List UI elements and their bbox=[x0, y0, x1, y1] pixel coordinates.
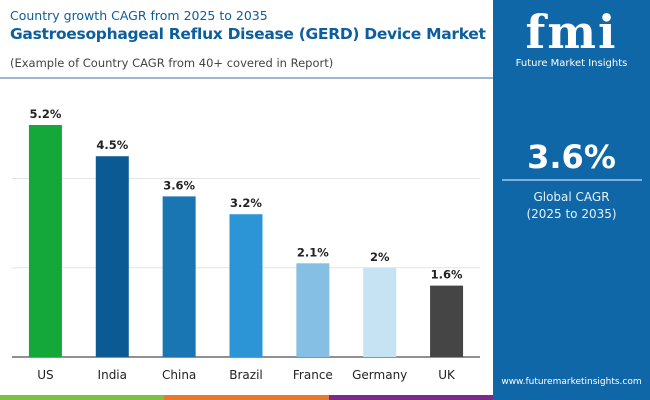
data-label: 1.6% bbox=[431, 268, 463, 282]
stripe-segment bbox=[328, 395, 493, 400]
x-tick-label: Brazil bbox=[229, 368, 263, 382]
global-cagr-label: Global CAGR (2025 to 2035) bbox=[493, 189, 650, 223]
data-label: 2% bbox=[370, 250, 390, 264]
stripe-segment bbox=[164, 395, 329, 400]
bar-chart: 5.2% US 4.5% India 3.6% China 3.2% Brazil 2.1% Fr… bbox=[12, 107, 480, 382]
bar-brazil bbox=[229, 214, 263, 357]
x-tick-label: UK bbox=[438, 368, 456, 382]
logo-mark: fmi bbox=[525, 5, 618, 59]
fmi-logo: fmi Future Market Insights bbox=[493, 6, 650, 69]
x-tick-label: Germany bbox=[352, 368, 407, 382]
data-label: 3.2% bbox=[230, 196, 262, 210]
chart-subtitle: Country growth CAGR from 2025 to 2035 bbox=[10, 8, 268, 23]
header-divider bbox=[0, 77, 493, 79]
global-cagr-period: (2025 to 2035) bbox=[526, 207, 617, 221]
logo-name: Future Market Insights bbox=[515, 58, 628, 69]
data-label: 3.6% bbox=[163, 178, 195, 192]
bar-uk bbox=[430, 285, 464, 357]
chart-title: Gastroesophageal Reflux Disease (GERD) D… bbox=[10, 25, 486, 43]
x-tick-label: China bbox=[162, 368, 196, 382]
bar-india bbox=[95, 156, 129, 357]
bar-china bbox=[162, 196, 196, 357]
summary-panel: fmi Future Market Insights 3.6% Global C… bbox=[493, 0, 650, 400]
panel-divider bbox=[502, 179, 642, 181]
data-label: 4.5% bbox=[96, 138, 128, 152]
bar-france bbox=[296, 263, 330, 357]
stripe-segment bbox=[0, 395, 165, 400]
bar-us bbox=[28, 125, 62, 357]
x-tick-label: US bbox=[37, 368, 53, 382]
bottom-stripe bbox=[0, 395, 493, 400]
x-tick-label: India bbox=[98, 368, 127, 382]
global-cagr-label-text: Global CAGR bbox=[533, 190, 610, 204]
chart-note: (Example of Country CAGR from 40+ covere… bbox=[10, 56, 334, 70]
data-label: 5.2% bbox=[29, 107, 61, 121]
data-label: 2.1% bbox=[297, 245, 329, 259]
website-link[interactable]: www.futuremarketinsights.com bbox=[501, 377, 642, 387]
global-cagr-value: 3.6% bbox=[527, 138, 616, 176]
x-tick-label: France bbox=[293, 368, 333, 382]
bar-germany bbox=[363, 267, 397, 357]
